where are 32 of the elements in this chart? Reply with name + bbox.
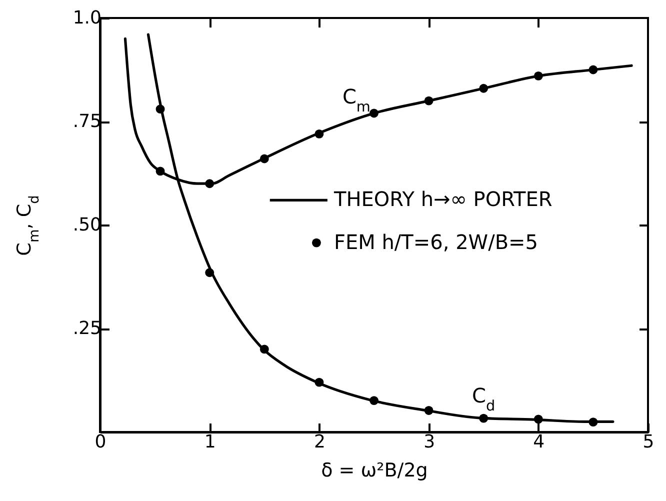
point — [260, 154, 269, 164]
y-tick-label: 1.0 — [72, 8, 102, 28]
legend-label: THEORY h→∞ PORTER — [332, 187, 552, 212]
point — [370, 396, 378, 405]
y-tick-label: .25 — [72, 318, 102, 339]
annotation: C$_{m}$ — [342, 84, 370, 116]
x-tick-label: 4 — [533, 432, 545, 452]
point — [205, 179, 214, 188]
point — [370, 108, 378, 118]
point — [479, 414, 488, 423]
x-tick-label: 2 — [314, 432, 326, 452]
x-tick-label: 3 — [424, 432, 436, 452]
x-tick-label: 5 — [642, 432, 654, 452]
point — [424, 96, 434, 106]
point — [479, 84, 488, 93]
x-tick-label: 0 — [94, 432, 106, 452]
x-tick-label: 1 — [204, 432, 216, 452]
y-tick-label: .75 — [72, 111, 102, 132]
annotation: C$_{d}$ — [472, 383, 496, 414]
legend-label: FEM h/T=6, 2W/B=5 — [334, 230, 538, 254]
point — [534, 71, 543, 80]
point — [205, 268, 214, 278]
point — [314, 129, 324, 138]
point — [424, 406, 434, 415]
point — [588, 65, 598, 74]
point — [156, 104, 165, 114]
point — [534, 414, 543, 424]
point — [314, 378, 324, 387]
point — [260, 344, 269, 354]
point — [156, 166, 165, 176]
x-axis-title: δ = ω²B/2g — [321, 460, 428, 482]
point — [588, 418, 598, 427]
